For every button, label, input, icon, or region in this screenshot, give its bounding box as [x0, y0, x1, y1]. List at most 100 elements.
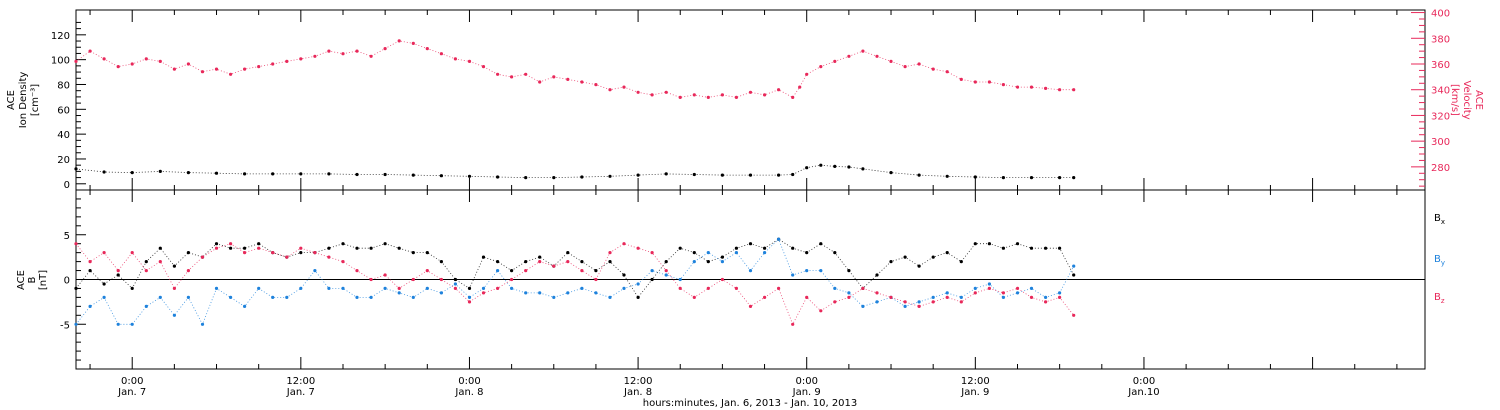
velocity-point	[481, 65, 486, 69]
by-trace	[75, 238, 1075, 326]
velocity-point	[664, 90, 668, 94]
bx-point	[833, 251, 837, 255]
velocity-axis-ticks: 280 300 320 340 360 380 400	[1411, 9, 1450, 187]
density-point	[608, 174, 612, 178]
density-series	[74, 163, 1076, 180]
bz-point	[889, 295, 893, 299]
legend-bz-base: B	[1434, 292, 1441, 303]
density-point	[945, 174, 949, 178]
by-point	[1058, 291, 1062, 295]
bx-series	[74, 237, 1076, 299]
bz-point	[229, 242, 233, 246]
by-point	[566, 291, 570, 295]
bz-point	[510, 277, 514, 282]
velocity-tick-label: 280	[1431, 163, 1450, 174]
velocity-point	[973, 80, 977, 84]
by-point	[355, 295, 359, 299]
velocity-point	[467, 59, 472, 64]
bz-point	[243, 251, 247, 255]
bz-point	[299, 246, 303, 250]
velocity-point	[74, 59, 78, 64]
density-axis-label-line1: ACE	[6, 90, 17, 110]
bz-point	[805, 295, 809, 299]
velocity-point	[158, 59, 162, 64]
by-point	[594, 291, 598, 295]
velocity-point	[524, 72, 528, 76]
bx-point	[622, 273, 626, 277]
velocity-point	[186, 62, 190, 66]
density-point	[692, 172, 696, 177]
bz-point	[1015, 286, 1020, 290]
density-point	[271, 172, 275, 176]
by-point	[959, 295, 963, 299]
velocity-point	[538, 80, 542, 84]
by-point	[172, 313, 176, 317]
bz-point	[594, 277, 598, 282]
density-point	[819, 163, 823, 167]
velocity-point	[257, 65, 261, 69]
bx-point	[467, 286, 472, 290]
density-axis-label-line2: Ion Density	[18, 72, 29, 129]
velocity-point	[383, 47, 387, 51]
density-point	[439, 174, 443, 178]
density-point	[327, 172, 331, 176]
bx-point	[650, 277, 654, 282]
bx-point	[397, 246, 401, 250]
legend-bz: Bz	[1434, 292, 1445, 305]
velocity-tick-label: 380	[1431, 34, 1450, 45]
bz-point	[622, 242, 626, 246]
bz-point	[763, 295, 767, 299]
bz-point	[608, 251, 612, 255]
bx-point	[763, 246, 767, 250]
density-point	[158, 169, 162, 173]
bx-point	[510, 269, 514, 273]
density-point	[777, 173, 781, 177]
b-axis-label-line3: [nT]	[38, 270, 49, 290]
bx-point	[903, 255, 907, 259]
density-point	[74, 167, 78, 171]
velocity-point	[214, 67, 219, 71]
by-point	[243, 304, 247, 308]
density-point	[1058, 176, 1062, 180]
bz-point	[481, 291, 486, 295]
by-point	[439, 291, 443, 295]
bz-point	[1058, 295, 1062, 299]
b-tick-label: 5	[64, 231, 70, 242]
bz-point	[257, 246, 261, 250]
velocity-point	[271, 62, 275, 66]
bx-trace	[75, 238, 1075, 299]
bz-point	[650, 251, 654, 255]
date-tick-label: Jan. 8	[623, 387, 652, 398]
by-point	[186, 295, 190, 299]
by-point	[875, 300, 879, 304]
velocity-point	[847, 54, 851, 58]
density-axis-label-line3: [cm⁻³]	[30, 84, 41, 116]
time-tick-label: 12:00	[961, 376, 990, 387]
bx-point	[931, 255, 935, 259]
density-point	[1001, 176, 1006, 180]
velocity-point	[889, 59, 893, 64]
bx-point	[847, 269, 851, 273]
bz-point	[875, 291, 879, 295]
bz-series	[74, 242, 1076, 326]
by-point	[425, 286, 429, 290]
bz-point	[341, 260, 345, 264]
velocity-tick-label: 360	[1431, 60, 1450, 71]
bz-point	[664, 269, 668, 273]
bx-point	[945, 251, 949, 255]
by-point	[650, 269, 654, 273]
by-point	[678, 277, 682, 282]
by-point	[692, 260, 696, 264]
bz-point	[172, 286, 176, 290]
velocity-point	[805, 72, 809, 76]
velocity-point	[397, 39, 401, 43]
velocity-point	[285, 59, 289, 64]
velocity-tick-label: 340	[1431, 86, 1450, 97]
by-point	[931, 295, 935, 299]
bz-point	[200, 255, 205, 259]
velocity-point	[650, 93, 654, 97]
legend-bx-base: B	[1434, 213, 1441, 224]
bz-point	[580, 269, 584, 273]
b-tick-label: -5	[60, 320, 70, 331]
bz-point	[720, 277, 725, 282]
